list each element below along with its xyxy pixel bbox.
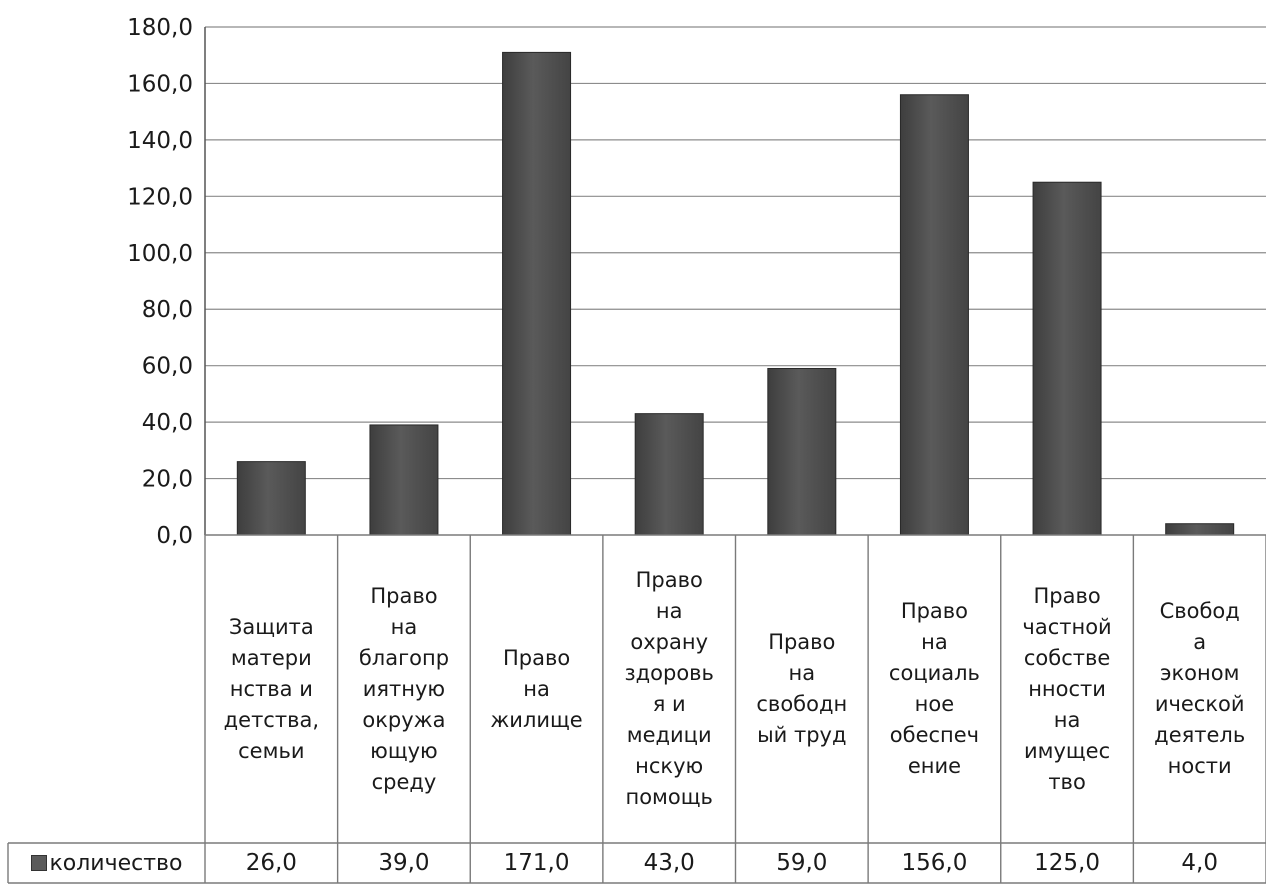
data-label: 4,0 <box>1181 850 1218 876</box>
x-tick-label: Свобод а эконом ической деятель ности <box>1154 599 1246 778</box>
y-tick-label: 0,0 <box>156 523 193 549</box>
category-cell: Право на жилище <box>472 537 601 841</box>
data-label: 171,0 <box>503 850 570 876</box>
category-cell: Право на социаль ное обеспеч ение <box>870 537 999 841</box>
bar <box>236 461 306 536</box>
gridlines <box>204 26 1266 535</box>
bar <box>369 424 439 536</box>
data-label: 43,0 <box>643 850 695 876</box>
legend-label: количество <box>49 850 183 876</box>
category-cell: Свобод а эконом ической деятель ности <box>1135 537 1264 841</box>
category-cell: Право на свободн ый труд <box>738 537 867 841</box>
data-label: 59,0 <box>776 850 828 876</box>
legend: количество <box>8 843 205 883</box>
bars <box>236 51 1235 536</box>
data-table-lines <box>7 534 1266 884</box>
category-cell: Право на благопр иятную окружа ющую сред… <box>340 537 469 841</box>
bar <box>1165 523 1235 536</box>
category-cell: Право на охрану здоровь я и медици нскую… <box>605 537 734 841</box>
x-tick-label: Право частной собстве нности на имущес т… <box>1022 583 1112 794</box>
x-tick-label: Право на жилище <box>490 645 583 732</box>
y-tick-label: 40,0 <box>142 410 193 436</box>
y-tick-label: 180,0 <box>127 15 193 41</box>
data-label: 125,0 <box>1034 850 1100 876</box>
y-tick-label: 120,0 <box>127 184 193 210</box>
x-tick-label: Право на охрану здоровь я и медици нскую… <box>624 568 714 809</box>
x-tick-label: Право на социаль ное обеспеч ение <box>888 599 980 778</box>
data-label: 156,0 <box>901 850 968 876</box>
bar <box>634 413 704 536</box>
category-cell: Защита матери нства и детства, семьи <box>207 537 336 841</box>
x-tick-label: Защита матери нства и детства, семьи <box>223 614 319 763</box>
y-tick-label: 160,0 <box>127 71 193 97</box>
bar <box>502 51 572 536</box>
y-tick-label: 80,0 <box>142 297 193 323</box>
data-label: 39,0 <box>378 850 430 876</box>
y-axis-ticks: 0,0 20,0 40,0 60,0 80,0 100,0 120,0 140,0 160,0 1… <box>127 15 193 549</box>
x-tick-label: Право на благопр иятную окружа ющую сред… <box>358 583 450 794</box>
y-tick-label: 20,0 <box>142 467 193 493</box>
data-label: 26,0 <box>245 850 297 876</box>
y-tick-label: 60,0 <box>142 354 193 380</box>
legend-swatch <box>30 855 47 871</box>
bar <box>767 367 837 536</box>
y-tick-label: 100,0 <box>127 241 193 267</box>
x-tick-label: Право на свободн ый труд <box>756 630 848 747</box>
bar <box>899 94 969 536</box>
category-cell: Право частной собстве нности на имущес т… <box>1003 537 1132 841</box>
y-tick-label: 140,0 <box>127 128 193 154</box>
bar <box>1032 181 1102 536</box>
